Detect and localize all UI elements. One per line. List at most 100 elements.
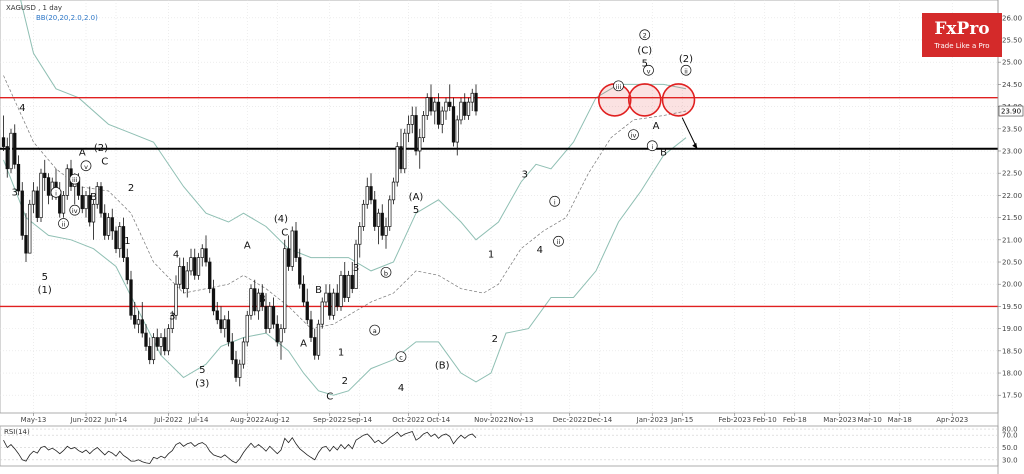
wave-label: 4 [173, 250, 179, 261]
candle [28, 199, 32, 254]
candle-body [361, 203, 366, 227]
wave-ring: a [369, 324, 381, 336]
candle [151, 333, 156, 365]
candle [286, 235, 291, 271]
candle-body [170, 314, 174, 329]
wave-ring-circle [553, 235, 564, 247]
candle-body [28, 203, 32, 254]
candle-body [129, 279, 133, 316]
candle [436, 93, 441, 129]
candle [181, 257, 186, 294]
candle [193, 248, 197, 280]
y-tick-label: 20.00 [1002, 281, 1022, 289]
wave-label: 3 [12, 187, 18, 198]
candle-body [193, 257, 197, 276]
x-tick-label: Apr-2023 [936, 416, 968, 424]
candle [260, 284, 264, 311]
candle-body [324, 292, 328, 303]
wave-ring: ii [58, 218, 69, 229]
candle [238, 359, 242, 387]
candle-body [346, 274, 351, 298]
x-tick-label: Feb-2023 [718, 416, 751, 424]
candle [80, 186, 84, 214]
candle-body [211, 288, 216, 312]
candle-body [380, 212, 384, 236]
candle-body [99, 186, 103, 214]
candle-body [91, 203, 96, 223]
candle [170, 310, 174, 334]
candle [114, 226, 118, 254]
candle [433, 97, 437, 125]
wave-label: C [326, 392, 333, 403]
candle [290, 226, 294, 271]
y-tick-label: 21.50 [1002, 214, 1022, 222]
candle [271, 297, 276, 329]
candle-body [163, 337, 167, 352]
candle-body [155, 337, 159, 347]
candle-body [151, 337, 156, 361]
candle [148, 337, 152, 365]
candle-body [433, 101, 437, 112]
candle-body [31, 190, 36, 205]
wave-ring-label: i [554, 198, 556, 206]
y-tick-label: 19.50 [1002, 303, 1022, 311]
wave-ring: c [395, 351, 407, 363]
candle [61, 190, 66, 218]
candle-body [391, 181, 396, 201]
candle-body [148, 346, 152, 361]
candle [125, 248, 129, 285]
candle [373, 190, 377, 231]
wave-label: 5 [199, 365, 205, 376]
candle [324, 284, 328, 307]
candle [264, 293, 268, 334]
candle-body [275, 323, 279, 343]
x-tick-label: Aug-2022 [230, 416, 264, 424]
y-tick-label: 18.00 [1002, 370, 1022, 378]
candle [13, 124, 17, 169]
logo-name: FxPro [934, 19, 990, 39]
candle-body [451, 106, 456, 143]
candle [256, 288, 261, 320]
candle [178, 257, 182, 289]
wave-ring-circle [69, 204, 81, 216]
wave-ring: i [646, 140, 658, 152]
candle [196, 253, 201, 280]
wave-label: (3) [195, 378, 209, 389]
y-tick-label: 25.50 [1002, 36, 1022, 44]
candle-body [234, 359, 238, 378]
current-price-label: 23.90 [1001, 108, 1021, 116]
wave-ring-circle [395, 351, 407, 363]
candle [399, 128, 403, 174]
candle [185, 262, 189, 298]
wave-ring-label: iv [631, 132, 637, 140]
wave-label: A [300, 338, 307, 349]
x-tick-label: Aug-12 [265, 416, 290, 424]
candle [444, 97, 448, 120]
x-tick-label: May-13 [21, 416, 47, 424]
wave-ring: v [80, 160, 92, 172]
candle-body [215, 310, 219, 321]
wave-label: 3 [522, 170, 528, 181]
y-tick-label: 22.50 [1002, 170, 1022, 178]
bollinger-middle [3, 75, 687, 329]
time-axis: May-13 Jun-2022 Jun-14 Jul-2022 Jul-14 Aug-20… [21, 413, 968, 424]
candle [309, 310, 313, 342]
candle-body [328, 292, 332, 316]
candle [129, 270, 133, 320]
candle-body [245, 314, 249, 343]
x-tick-label: Nov-2022 [474, 416, 508, 424]
candle [65, 164, 69, 200]
candle-body [140, 319, 144, 334]
candle-body [144, 332, 148, 347]
candle-body [204, 248, 208, 263]
wave-annotations: 4 3 5 (1) A (2) C B 2 1 4 3 5 (3) A B (4) C A B C 1 2 3 4 (A) 5 (B)… [12, 29, 698, 403]
candle-body [455, 119, 459, 143]
highlight-circle [627, 83, 662, 117]
wave-ring-label: c [399, 354, 403, 362]
candle-body [298, 257, 302, 285]
candle-body [178, 266, 182, 285]
candle-body [110, 217, 114, 232]
candle-body [159, 337, 163, 347]
candle [84, 190, 88, 218]
